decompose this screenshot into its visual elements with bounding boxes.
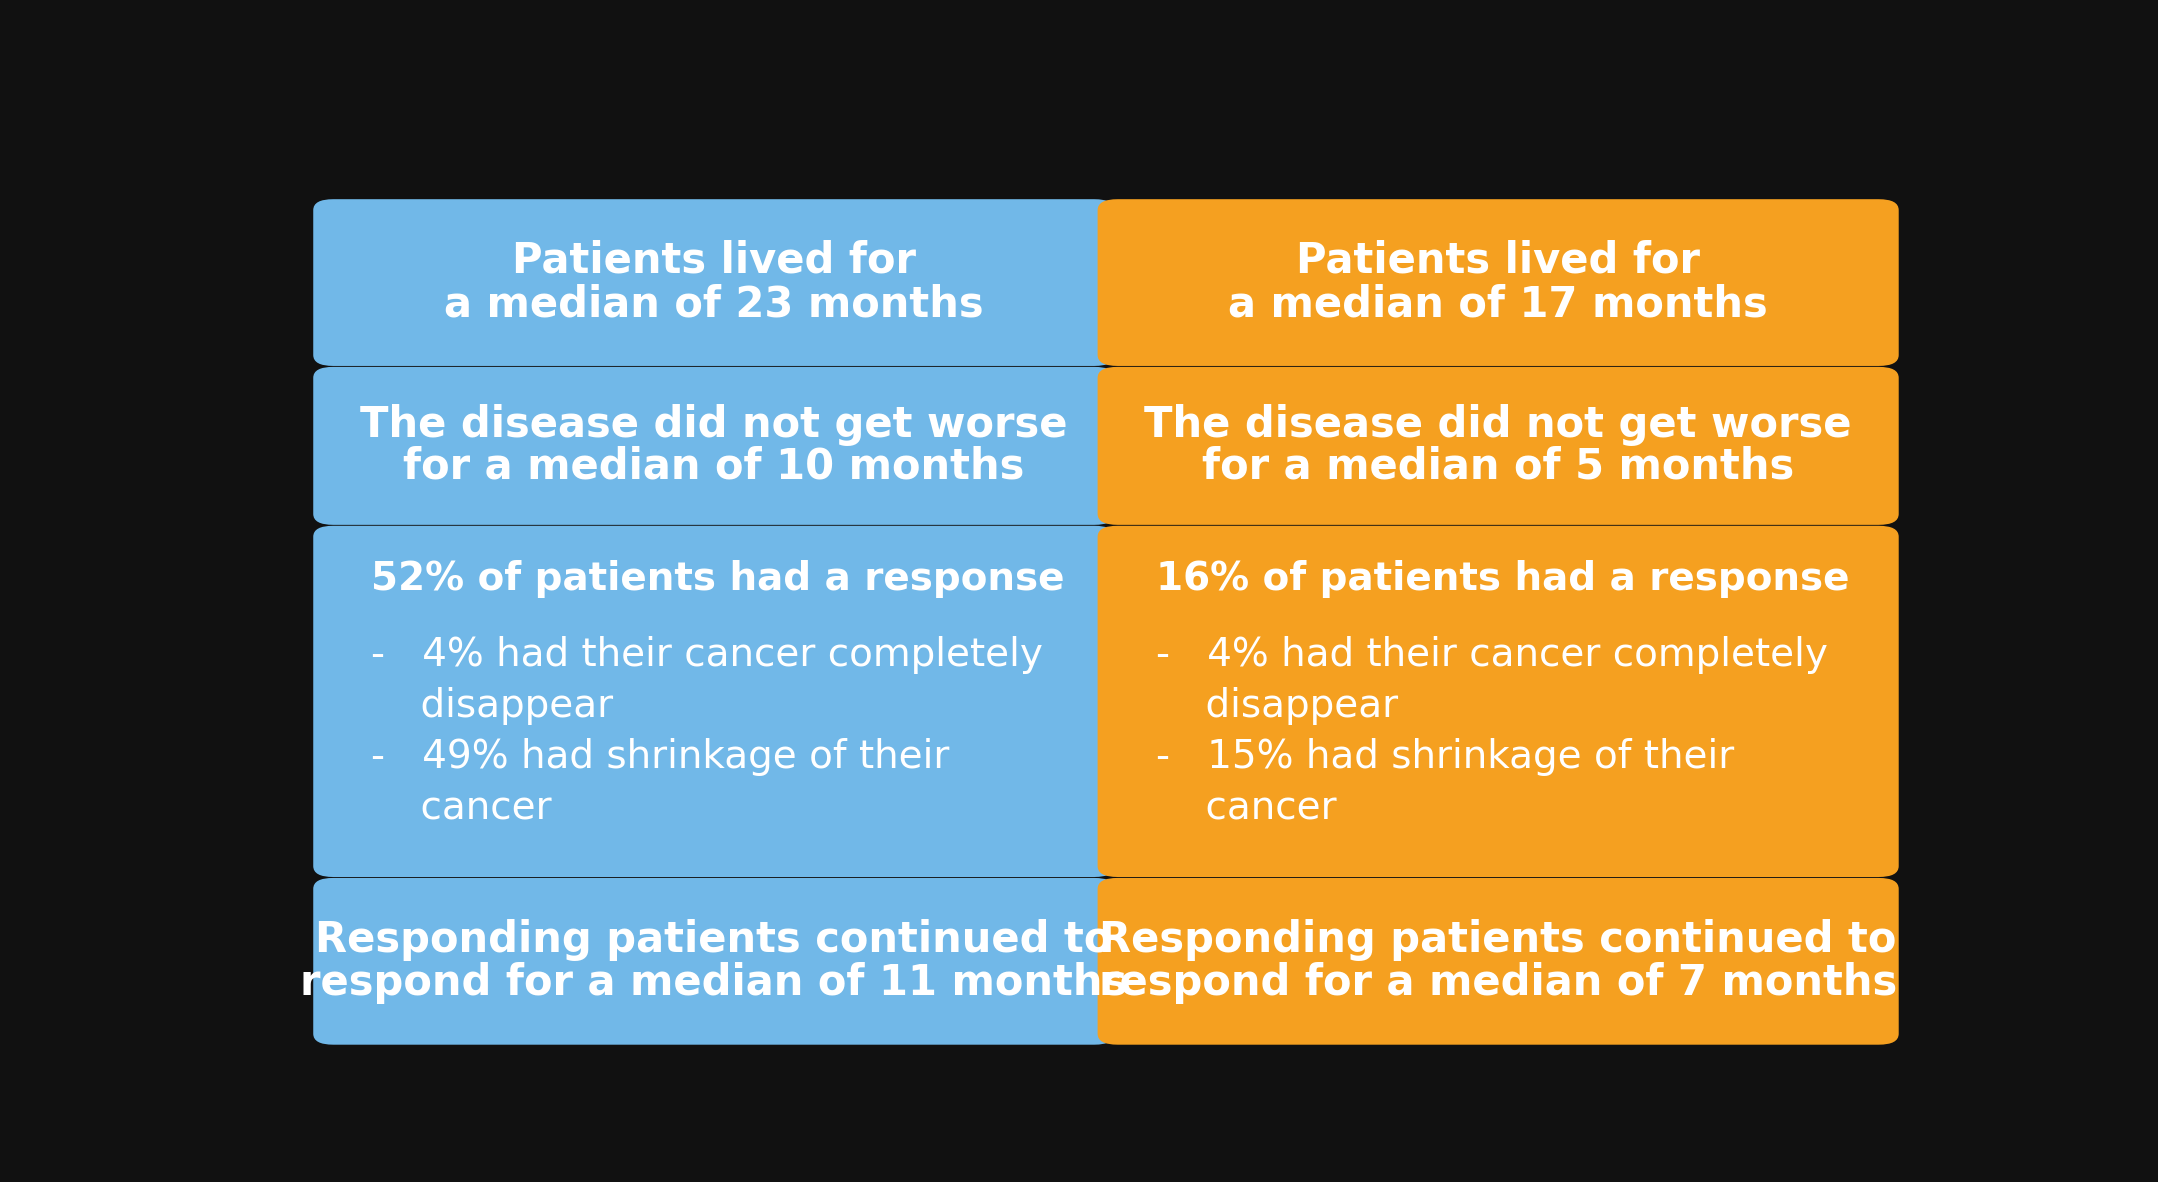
FancyBboxPatch shape <box>1098 526 1899 877</box>
FancyBboxPatch shape <box>313 526 1114 877</box>
Text: cancer: cancer <box>371 790 552 827</box>
Text: Patients lived for: Patients lived for <box>1297 240 1701 281</box>
FancyBboxPatch shape <box>313 366 1114 525</box>
Text: Responding patients continued to: Responding patients continued to <box>1098 918 1897 961</box>
Text: 52% of patients had a response: 52% of patients had a response <box>371 560 1064 598</box>
Text: for a median of 5 months: for a median of 5 months <box>1202 446 1793 487</box>
Text: respond for a median of 7 months: respond for a median of 7 months <box>1098 962 1897 1004</box>
Text: 16% of patients had a response: 16% of patients had a response <box>1157 560 1849 598</box>
Text: a median of 23 months: a median of 23 months <box>445 284 984 325</box>
FancyBboxPatch shape <box>1098 200 1899 366</box>
Text: a median of 17 months: a median of 17 months <box>1228 284 1767 325</box>
FancyBboxPatch shape <box>1098 366 1899 525</box>
Text: The disease did not get worse: The disease did not get worse <box>1144 404 1852 447</box>
Text: respond for a median of 11 months: respond for a median of 11 months <box>300 962 1126 1004</box>
Text: Responding patients continued to: Responding patients continued to <box>315 918 1114 961</box>
Text: -   49% had shrinkage of their: - 49% had shrinkage of their <box>371 739 950 777</box>
Text: Patients lived for: Patients lived for <box>511 240 915 281</box>
Text: for a median of 10 months: for a median of 10 months <box>404 446 1025 487</box>
Text: cancer: cancer <box>1157 790 1336 827</box>
FancyBboxPatch shape <box>313 200 1114 366</box>
FancyBboxPatch shape <box>1098 878 1899 1045</box>
Text: -   15% had shrinkage of their: - 15% had shrinkage of their <box>1157 739 1735 777</box>
Text: -   4% had their cancer completely: - 4% had their cancer completely <box>371 636 1042 675</box>
FancyBboxPatch shape <box>313 878 1114 1045</box>
Text: The disease did not get worse: The disease did not get worse <box>360 404 1068 447</box>
Text: -   4% had their cancer completely: - 4% had their cancer completely <box>1157 636 1828 675</box>
Text: disappear: disappear <box>371 688 613 726</box>
Text: disappear: disappear <box>1157 688 1398 726</box>
